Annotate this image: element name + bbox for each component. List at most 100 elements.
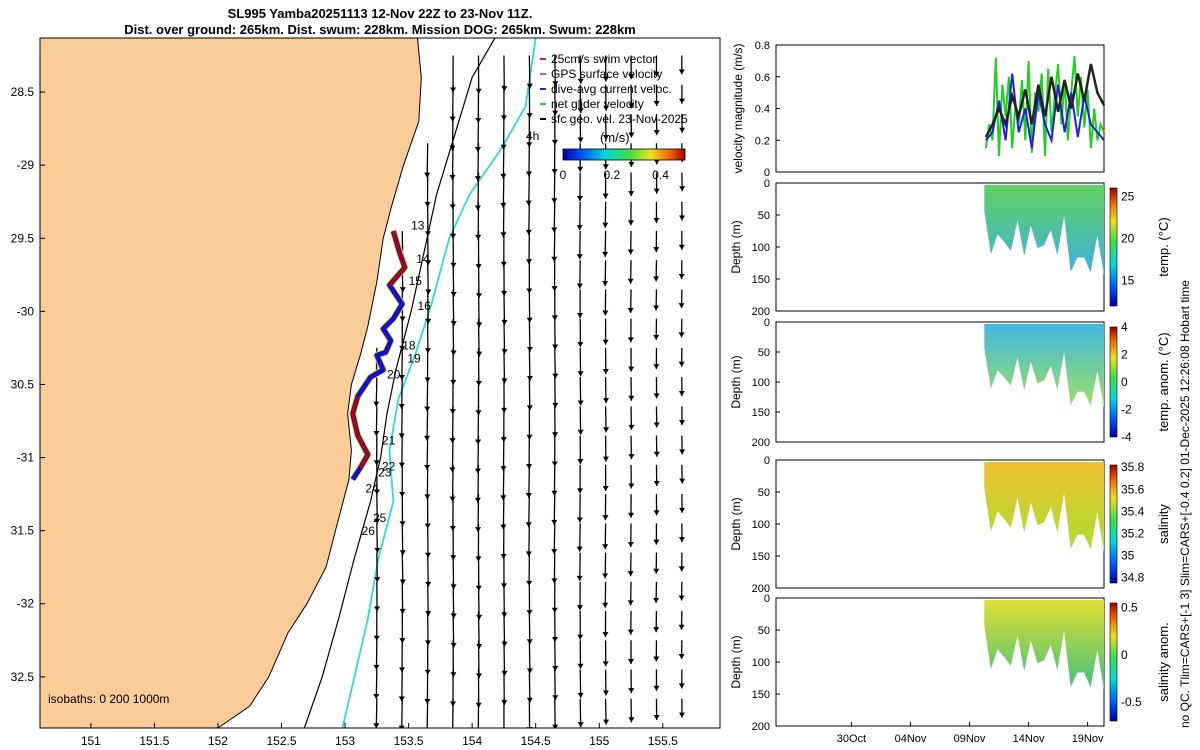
section-ytick-label: 150 (752, 407, 770, 419)
track-day-label: 23 (378, 466, 392, 480)
current-arrow-head (653, 627, 660, 633)
current-arrow-head (602, 193, 609, 199)
legend-entry: sfc geo. vel. 23-Nov-2025 (551, 112, 688, 126)
current-arrow-head (678, 244, 685, 250)
section-ytick-label: 50 (758, 487, 770, 499)
current-arrow-head (679, 478, 686, 484)
map-xtick-label: 152.5 (266, 734, 296, 748)
current-arrow-head (577, 429, 584, 435)
current-arrow-head (577, 342, 584, 348)
current-arrow-head (602, 632, 609, 638)
section-ytick-label: 150 (752, 274, 770, 286)
current-arrow-head (551, 607, 558, 613)
current-arrow-head (602, 602, 609, 608)
section-colorbar (1109, 187, 1118, 307)
speed-colorbar-tick: 0.2 (603, 168, 620, 182)
current-arrow-head (679, 449, 686, 455)
current-arrow (427, 230, 429, 266)
isobath-1000m (341, 38, 537, 728)
section-ytick-label: 200 (752, 437, 770, 449)
current-arrow-head (602, 690, 609, 696)
land-area (40, 38, 422, 728)
current-arrow (554, 669, 556, 701)
current-arrow-head (653, 334, 660, 340)
current-arrow-head (552, 110, 559, 116)
current-arrow-head (653, 510, 660, 516)
current-arrow-head (627, 278, 634, 284)
current-arrow (401, 698, 403, 728)
current-arrow-head (602, 456, 609, 462)
colorbar-tick-label: 4 (1121, 320, 1128, 334)
current-arrow-head (678, 654, 685, 660)
section-ytick-label: 50 (758, 347, 770, 359)
current-arrow-head (603, 134, 610, 140)
current-arrow-head (552, 666, 559, 672)
colorbar-label: temp. anom. (°C) (1156, 332, 1171, 431)
current-arrow-head (576, 195, 583, 201)
map-ytick-label: -31 (17, 451, 35, 465)
velocity-series-green (984, 56, 1105, 157)
current-arrow-head (603, 719, 610, 725)
current-arrow (528, 55, 531, 89)
section-colorbar (1109, 602, 1118, 722)
colorbar-label: temp. (°C) (1156, 217, 1171, 276)
title-line-2: Dist. over ground: 265km. Dist. swum: 22… (124, 22, 636, 37)
colorbar-tick-label: -4 (1121, 430, 1132, 444)
current-arrow-head (628, 688, 635, 694)
current-arrow-head (653, 159, 660, 165)
track-day-label: 22 (382, 460, 396, 474)
colorbar-tick-label: 34.8 (1121, 570, 1145, 584)
current-arrow-head (602, 661, 609, 667)
section-ytick-label: 0 (764, 178, 770, 190)
current-arrow-head (577, 312, 584, 318)
current-arrow (553, 201, 556, 233)
time-xtick-label: 04Nov (895, 733, 927, 745)
current-arrow-head (653, 130, 660, 136)
velocity-ytick-label: 0 (764, 167, 770, 179)
current-arrow (554, 377, 556, 408)
current-arrow-head (501, 730, 507, 735)
legend-entry: 25cm/s swim vector (551, 52, 656, 66)
current-arrow-head (602, 573, 609, 579)
section-ytick-label: 200 (752, 583, 770, 595)
current-arrow-head (551, 519, 558, 525)
current-arrow-head (628, 483, 635, 489)
current-arrow (426, 435, 429, 471)
map-xtick-label: 154.5 (521, 734, 551, 748)
current-arrow-head (602, 222, 609, 228)
current-arrow-head (653, 714, 660, 720)
salinity-anomaly-panel: 0 50 100 150 200 Depth (m) 0.5 0 -0.5 salinity an… (729, 593, 1171, 745)
colorbar-tick-label: 25 (1121, 189, 1135, 203)
current-arrow-head (577, 166, 584, 172)
section-ytick-label: 50 (758, 210, 770, 222)
current-arrow-head (551, 549, 558, 555)
section-ytick-label: 150 (752, 689, 770, 701)
colorbar-tick-label: 35.8 (1121, 460, 1145, 474)
legend-entry: net glider velocity (551, 97, 644, 111)
current-arrow-head (552, 636, 559, 642)
current-arrow-head (602, 544, 609, 550)
current-arrow-head (678, 273, 685, 279)
current-arrow (553, 523, 556, 555)
current-arrow (528, 172, 530, 206)
colorbar-tick-label: 35.4 (1121, 504, 1145, 518)
current-arrow-head (551, 315, 558, 321)
current-arrow-head (678, 537, 685, 543)
current-arrow-head (576, 283, 583, 289)
current-arrow (427, 289, 429, 324)
current-arrow-head (398, 725, 405, 728)
temperature-panel: 0 50 100 150 200 Depth (m) 25 20 15 temp. (°C) (729, 178, 1171, 318)
current-arrow-head (628, 103, 635, 109)
glider-track (349, 230, 409, 482)
current-arrow-head (653, 568, 660, 574)
current-arrow (401, 377, 403, 410)
track-day-label: 26 (362, 524, 376, 538)
current-arrow-head (551, 169, 558, 175)
track-day-label: 25 (373, 511, 387, 525)
isobath-200m (303, 38, 496, 728)
current-arrow-head (653, 656, 660, 662)
section-ytick-label: 200 (752, 721, 770, 733)
current-arrow-head (653, 188, 660, 194)
map-xtick-label: 151.5 (139, 734, 169, 748)
